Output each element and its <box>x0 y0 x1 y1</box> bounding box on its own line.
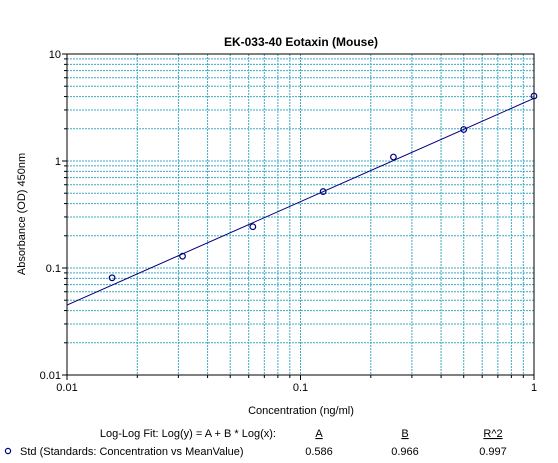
data-point <box>460 126 468 133</box>
y-tick-label: 0.1 <box>46 263 61 275</box>
x-tick-label: 0.01 <box>56 382 77 394</box>
chart-title: EK-033-40 Eotaxin (Mouse) <box>224 35 378 49</box>
data-point <box>319 188 327 195</box>
x-tick-label: 1 <box>531 382 537 394</box>
fit-value-b: 0.966 <box>391 446 419 458</box>
x-tick-label: 0.1 <box>293 382 308 394</box>
fit-header-a: A <box>315 428 323 440</box>
fit-header-r2: R^2 <box>483 428 502 440</box>
tick-marks <box>62 53 535 380</box>
data-point <box>108 274 116 282</box>
fit-summary: Log-Log Fit: Log(y) = A + B * Log(x): A … <box>4 428 507 458</box>
data-point <box>530 92 538 100</box>
legend-series-name: Std (Standards: Concentration vs MeanVal… <box>20 446 244 458</box>
fit-line <box>66 97 535 306</box>
grid <box>67 54 534 375</box>
fit-equation: Log-Log Fit: Log(y) = A + B * Log(x): <box>100 428 276 440</box>
data-point <box>179 252 186 260</box>
y-tick-label: 1 <box>55 156 61 168</box>
fit-value-r2: 0.997 <box>479 446 507 458</box>
y-tick-label: 10 <box>49 49 61 61</box>
x-axis-label: Concentration (ng/ml) <box>248 405 354 417</box>
data-points <box>108 92 538 282</box>
tick-labels: 0.01 0.1 1 0.01 0.1 1 10 <box>40 49 537 394</box>
legend-marker <box>4 447 12 455</box>
y-tick-label: 0.01 <box>40 370 61 382</box>
fit-header-b: B <box>401 428 408 440</box>
fit-value-a: 0.586 <box>305 446 333 458</box>
data-point <box>390 153 397 161</box>
data-point <box>249 223 257 231</box>
y-axis-label: Absorbance (OD) 450nm <box>16 153 28 275</box>
